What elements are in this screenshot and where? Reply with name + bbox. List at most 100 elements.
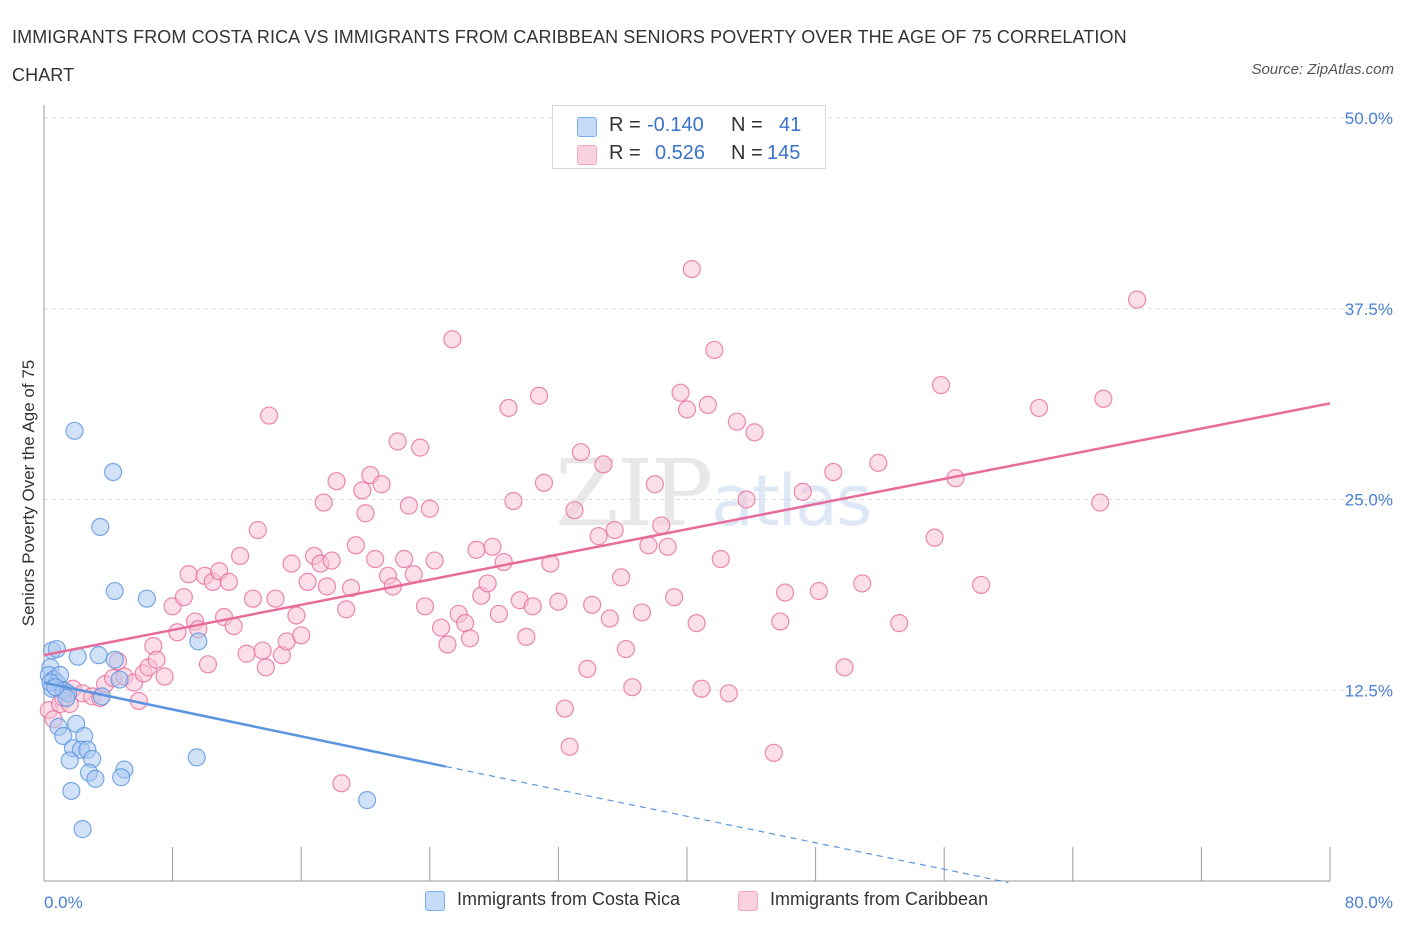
data-point: [692, 679, 711, 698]
data-point: [372, 475, 391, 494]
data-point: [665, 588, 684, 607]
data-point: [394, 549, 414, 569]
data-point: [137, 589, 156, 608]
data-point: [425, 551, 444, 570]
data-point: [605, 520, 624, 540]
data-point: [517, 627, 536, 646]
data-point: [555, 699, 574, 718]
trend-lines: [43, 402, 1331, 884]
data-point: [578, 659, 597, 678]
data-point: [105, 581, 124, 601]
data-point: [219, 572, 238, 592]
legend-r-value: 0.526: [655, 142, 706, 164]
data-point: [415, 597, 435, 616]
data-point: [589, 527, 608, 546]
data-point: [314, 493, 333, 512]
legend-r-label: R =: [609, 142, 641, 164]
y-tick-label: 12.5%: [1345, 681, 1393, 700]
data-point: [623, 678, 642, 697]
data-point: [705, 340, 724, 360]
data-point: [682, 259, 701, 279]
trend-line: [43, 681, 447, 768]
legend-n-value: 145: [767, 142, 801, 164]
data-point: [1127, 290, 1147, 309]
bottom-legend-label-caribbean: Immigrants from Caribbean: [770, 889, 989, 909]
data-point: [60, 751, 79, 770]
data-point: [358, 791, 377, 810]
y-tick-label: 50.0%: [1345, 109, 1393, 128]
data-point: [366, 549, 385, 569]
data-point: [719, 684, 738, 703]
data-point: [658, 537, 677, 556]
legend-n-label: N =: [731, 114, 763, 136]
data-point: [282, 554, 301, 573]
data-point: [327, 472, 346, 491]
trend-line: [43, 402, 1331, 657]
x-ticks: [43, 847, 1331, 881]
data-point: [890, 614, 909, 633]
data-point: [404, 565, 423, 584]
y-tick-labels: 12.5% 25.0% 37.5% 50.0%: [1345, 109, 1393, 700]
data-point: [65, 421, 84, 440]
data-point: [187, 748, 206, 767]
data-point: [835, 658, 854, 677]
data-point: [317, 577, 337, 596]
data-point: [639, 536, 658, 555]
data-point: [687, 614, 706, 633]
correlation-legend: R = -0.140 N = 41 R = 0.526 N = 145: [552, 105, 826, 169]
data-point: [388, 432, 407, 451]
data-point: [571, 443, 591, 462]
data-point: [411, 438, 430, 457]
data-point: [292, 626, 311, 645]
data-point: [104, 462, 123, 482]
data-point: [494, 552, 513, 572]
data-point: [147, 650, 166, 669]
data-point: [231, 546, 250, 566]
data-point: [189, 632, 208, 651]
data-point: [824, 462, 843, 482]
data-point: [594, 455, 613, 474]
data-point: [266, 589, 285, 608]
data-point: [632, 603, 652, 622]
data-point: [478, 574, 497, 593]
axes: [43, 105, 1330, 882]
legend-r-label: R =: [609, 114, 641, 136]
data-point: [499, 398, 518, 418]
data-point: [62, 781, 81, 801]
data-point: [438, 635, 457, 654]
legend-swatch-costa-rica: [577, 117, 597, 137]
data-point: [110, 670, 129, 689]
x-tick-label-min: 0.0%: [44, 893, 83, 912]
data-point: [73, 820, 92, 839]
data-point: [456, 614, 475, 633]
data-point: [356, 504, 375, 523]
chart-title: IMMIGRANTS FROM COSTA RICA VS IMMIGRANTS…: [12, 27, 1127, 85]
data-point: [253, 641, 272, 660]
data-point: [560, 737, 579, 756]
bottom-legend-label-costa-rica: Immigrants from Costa Rica: [457, 889, 681, 909]
data-point: [105, 650, 124, 669]
legend-n-label: N =: [731, 142, 763, 164]
bottom-legend-swatch-costa-rica: [425, 891, 445, 911]
x-tick-label-max: 80.0%: [1345, 893, 1393, 912]
data-point: [616, 639, 636, 659]
data-point: [583, 595, 602, 614]
data-point: [711, 549, 730, 569]
data-point: [489, 604, 509, 624]
data-point: [399, 496, 419, 515]
data-point: [179, 565, 198, 584]
data-point: [764, 743, 783, 762]
data-point: [671, 383, 690, 402]
data-point: [155, 667, 174, 686]
data-point: [652, 516, 671, 535]
data-point: [259, 406, 279, 425]
data-point: [256, 658, 275, 677]
data-point: [353, 481, 372, 500]
data-point: [420, 499, 439, 518]
data-point: [645, 475, 664, 494]
data-point: [972, 575, 991, 595]
data-point: [443, 330, 462, 349]
data-point: [698, 395, 717, 414]
data-point: [1029, 398, 1049, 418]
data-point: [931, 375, 951, 395]
